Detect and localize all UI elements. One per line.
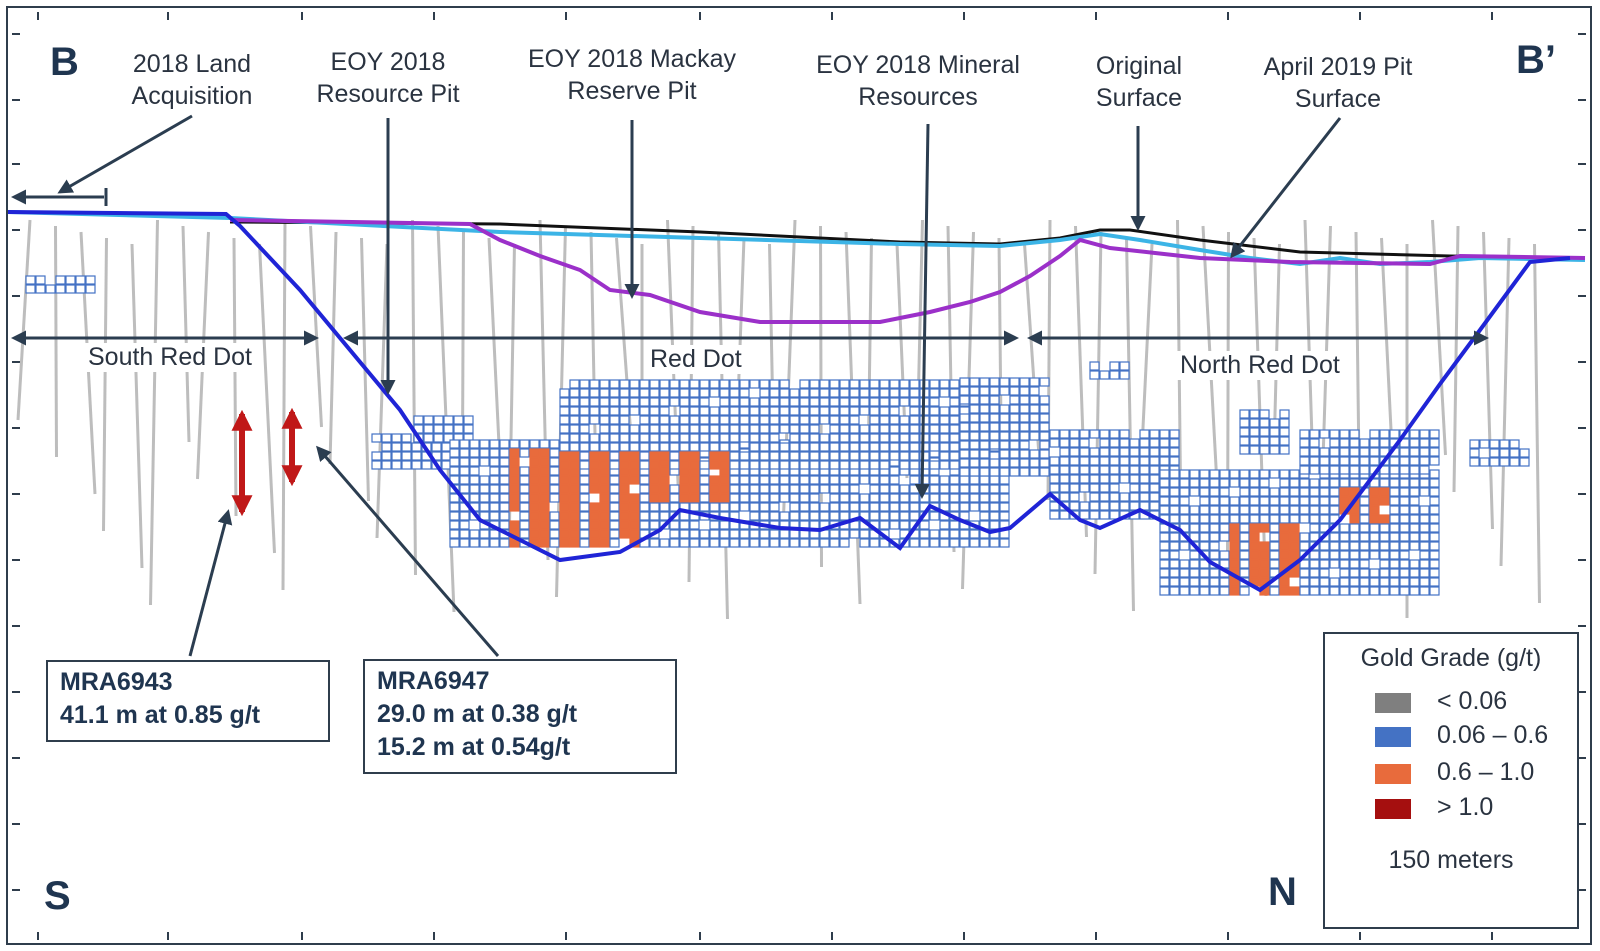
drill-hole-mra6943: MRA6943 41.1 m at 0.85 g/t: [46, 660, 330, 742]
label-reserve-pit: EOY 2018 Mackay Reserve Pit: [528, 45, 736, 105]
legend-label: > 1.0: [1437, 793, 1494, 821]
zone-north-red-dot: North Red Dot: [1176, 351, 1344, 380]
legend-label: 0.06 – 0.6: [1437, 721, 1549, 749]
corner-n: N: [1268, 870, 1297, 914]
legend-swatch-grey: [1375, 693, 1411, 713]
intercept-arrows: [231, 407, 303, 517]
label-april-2019-pit: April 2019 Pit Surface: [1263, 53, 1413, 113]
zone-south-red-dot: South Red Dot: [84, 343, 256, 372]
drill-hole-mra6947: MRA6947 29.0 m at 0.38 g/t 15.2 m at 0.5…: [363, 659, 677, 774]
label-land-acquisition: 2018 Land Acquisition: [131, 50, 253, 110]
legend-swatch-red: [1375, 799, 1411, 819]
gold-grade-legend: Gold Grade (g/t) < 0.06 0.06 – 0.6 0.6 –…: [1323, 632, 1579, 929]
corner-s: S: [44, 874, 71, 918]
corner-b: B: [50, 40, 79, 84]
original-surface-line: [229, 220, 1586, 260]
callout-arrows: [57, 114, 1342, 657]
block-model: [25, 275, 1530, 596]
legend-swatch-orange: [1375, 764, 1411, 784]
reserve-pit-line: [229, 218, 1586, 324]
scale-label: 150 meters: [1388, 846, 1514, 874]
legend-label: < 0.06: [1437, 687, 1508, 715]
label-resource-pit: EOY 2018 Resource Pit: [316, 48, 460, 108]
label-mineral-resources: EOY 2018 Mineral Resources: [816, 51, 1020, 111]
resource-pit-line: [7, 210, 1571, 593]
section-frame: [6, 6, 1592, 945]
legend-title: Gold Grade (g/t): [1360, 644, 1542, 672]
frame-ticks: [12, 12, 1586, 940]
corner-b-prime: B’: [1516, 38, 1556, 82]
land-acquisition-bracket: [10, 188, 108, 206]
label-original-surface: Original Surface: [1095, 52, 1183, 112]
legend-swatch-blue: [1375, 727, 1411, 747]
legend-label: 0.6 – 1.0: [1437, 758, 1535, 786]
zone-red-dot: Red Dot: [646, 345, 746, 374]
